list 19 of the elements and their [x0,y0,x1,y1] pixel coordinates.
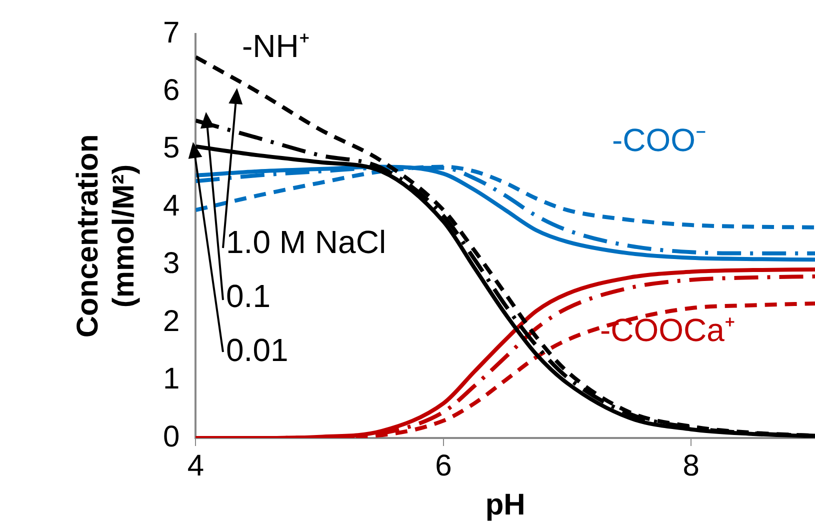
annotation: 1.0 M NaCl [226,223,386,262]
x-tick-label: 6 [435,449,452,482]
annotation: 0.01 [226,331,288,370]
annotation: -COOCa⁺ [600,311,736,350]
y-tick-label: 0 [162,420,180,454]
annotation: 0.1 [226,277,270,316]
x-tick-label: 4 [187,449,204,482]
y-axis-title: Concentration (mmol/M²) [71,134,140,338]
y-tick-label: 2 [162,304,180,338]
x-axis-title: pH [485,488,526,522]
y-tick-label: 7 [162,16,180,50]
x-tick-label: 8 [682,449,700,482]
y-tick-label: 5 [162,132,180,165]
y-tick-label: 1 [162,362,180,396]
y-tick-label: 3 [162,247,180,280]
y-tick-label: 6 [162,74,180,107]
annotation: -COO⁻ [612,121,707,160]
y-tick-label: 4 [162,189,180,222]
annotation: -NH⁺ [242,27,310,66]
